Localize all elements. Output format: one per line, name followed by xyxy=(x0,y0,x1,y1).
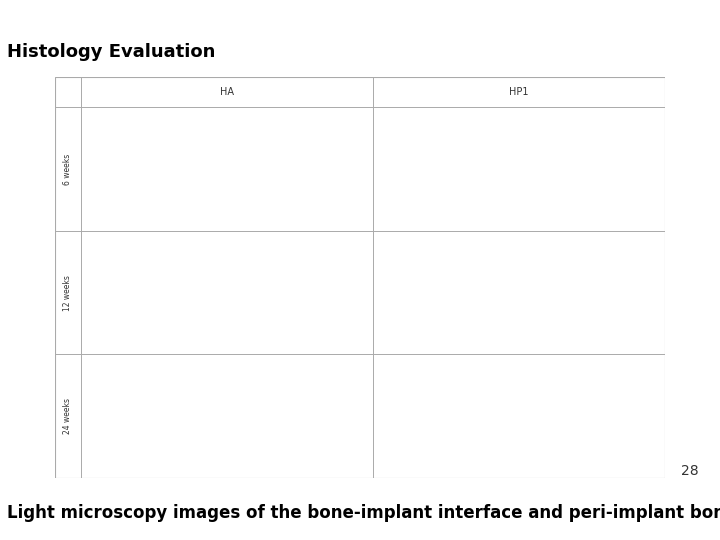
Text: 2.0 mm: 2.0 mm xyxy=(530,238,557,244)
Text: (d): (d) xyxy=(379,243,392,252)
Text: 6 weeks: 6 weeks xyxy=(63,153,72,185)
Text: (c): (c) xyxy=(88,243,99,252)
Text: (b): (b) xyxy=(379,119,392,129)
Text: HA: HA xyxy=(220,87,234,97)
Text: 2.0 mm: 2.0 mm xyxy=(238,114,265,120)
Bar xyxy=(81,354,373,478)
Text: (f): (f) xyxy=(379,366,390,375)
Text: 28: 28 xyxy=(681,464,698,478)
Bar xyxy=(373,354,665,478)
Bar xyxy=(81,231,373,354)
Text: 2.0 mm: 2.0 mm xyxy=(238,361,265,367)
Text: 12 weeks: 12 weeks xyxy=(63,275,72,310)
Text: (a): (a) xyxy=(88,119,100,129)
Text: (e): (e) xyxy=(88,366,100,375)
Text: HP1: HP1 xyxy=(509,87,528,97)
Text: Light microscopy images of the bone-implant interface and peri-implant bone.: Light microscopy images of the bone-impl… xyxy=(7,504,720,522)
Text: 2.0 mm: 2.0 mm xyxy=(238,238,265,244)
Text: 2.0 mm: 2.0 mm xyxy=(530,114,557,120)
Text: Histology Evaluation: Histology Evaluation xyxy=(6,43,215,61)
Bar xyxy=(81,107,373,231)
Bar xyxy=(373,231,665,354)
Text: 2.0 mm: 2.0 mm xyxy=(530,361,557,367)
Text: 24 weeks: 24 weeks xyxy=(63,398,72,434)
Bar xyxy=(373,107,665,231)
